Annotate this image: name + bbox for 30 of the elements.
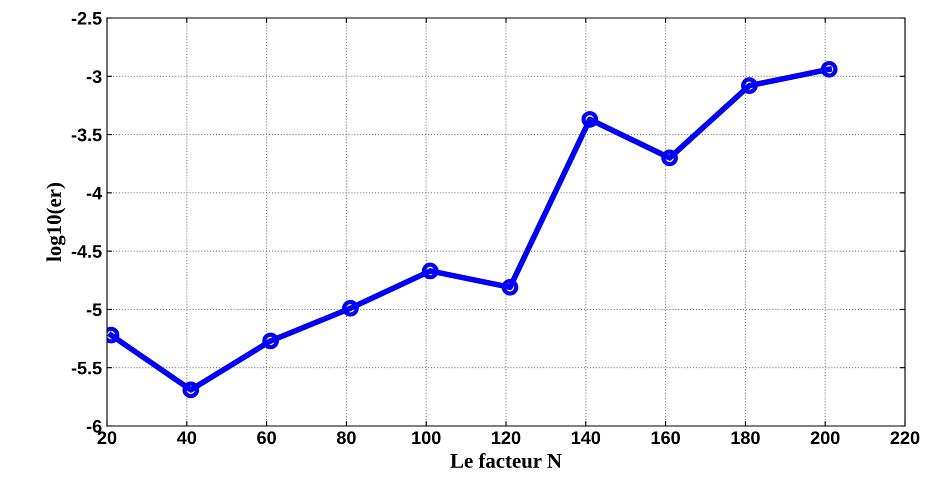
point xyxy=(581,111,598,128)
y-tick-label: -6 xyxy=(86,420,102,433)
x-tick-label: 100 xyxy=(412,431,441,444)
x-tick-label: 200 xyxy=(810,431,840,444)
point xyxy=(820,60,838,78)
point xyxy=(502,278,518,296)
x-axis-title: Le facteur N xyxy=(450,453,562,468)
y-tick-label: -4.5 xyxy=(72,245,102,258)
point xyxy=(342,300,359,317)
y-tick-label: -5 xyxy=(86,304,102,316)
x-tick-label: 140 xyxy=(572,431,600,444)
point xyxy=(262,332,279,350)
x-tick-label: 80 xyxy=(336,431,356,444)
x-tick-label: 60 xyxy=(257,431,276,444)
y-tick-label: -2.5 xyxy=(72,12,102,25)
point xyxy=(182,382,200,398)
y-axis-title: log10(er) xyxy=(46,183,66,262)
y-tick-label: -3.5 xyxy=(72,128,102,142)
x-tick-label: 120 xyxy=(492,431,520,444)
y-tick-label: -5.5 xyxy=(72,362,102,374)
point xyxy=(661,150,678,166)
y-tick-label: -4 xyxy=(86,186,102,200)
x-tick-label: 220 xyxy=(890,431,920,444)
x-tick-label: 180 xyxy=(731,431,760,444)
x-tick-label: 20 xyxy=(98,431,116,444)
x-tick-label: 160 xyxy=(652,431,680,444)
x-tick-label: 40 xyxy=(177,431,196,444)
point xyxy=(741,77,758,94)
y-tick-label: -3 xyxy=(86,70,102,84)
point xyxy=(422,262,439,280)
